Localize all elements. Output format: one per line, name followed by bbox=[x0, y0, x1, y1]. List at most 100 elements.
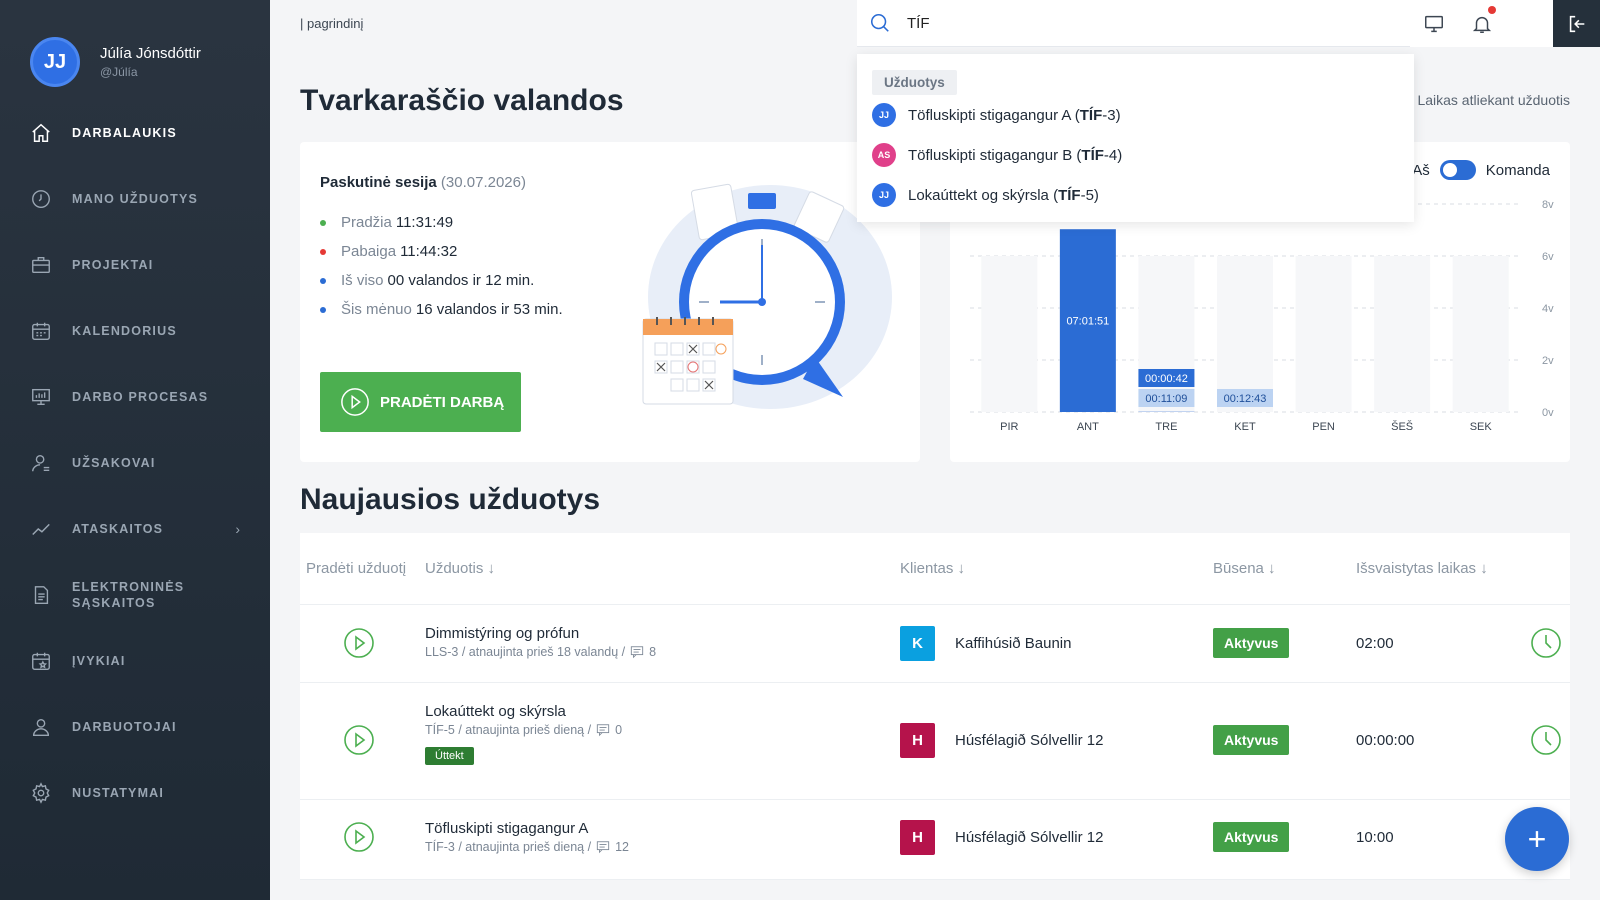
sidebar-item-darbalaukis[interactable]: DARBALAUKIS bbox=[0, 100, 270, 166]
sidebar-item-uzsakovai[interactable]: UŽSAKOVAI bbox=[0, 430, 270, 496]
clock-icon[interactable] bbox=[1530, 627, 1562, 659]
recent-tasks-table: Pradėti užduotį Užduotis ↓ Klientas ↓ Bū… bbox=[300, 533, 1570, 880]
search-result-item[interactable]: AS Töfluskipti stigagangur B (TÍF -4) bbox=[857, 135, 1414, 175]
search-bar bbox=[857, 0, 1410, 47]
session-row-label: Šis mėnuo bbox=[341, 301, 412, 318]
add-button[interactable]: + bbox=[1505, 807, 1569, 871]
sidebar-nav: DARBALAUKIS MANO UŽDUOTYS PROJEKTAI KALE… bbox=[0, 100, 270, 826]
avatar: JJ bbox=[872, 103, 896, 127]
client-badge: H bbox=[900, 820, 935, 855]
notifications-button[interactable] bbox=[1458, 0, 1506, 47]
time-spent: 00:00:00 bbox=[1356, 732, 1415, 749]
search-input[interactable] bbox=[907, 14, 1307, 32]
search-result-item[interactable]: JJ Lokaúttekt og skýrsla (TÍF -5) bbox=[857, 175, 1414, 215]
session-row: Iš viso 00 valandos ir 12 min. bbox=[320, 266, 563, 295]
data-label-box bbox=[1138, 369, 1195, 387]
stopwatch-illustration bbox=[642, 183, 892, 409]
x-tick-label: SEK bbox=[1470, 421, 1493, 433]
search-results-dropdown: Užduotys JJ Töfluskipti stigagangur A (T… bbox=[857, 54, 1414, 222]
sidebar-item-kalendorius[interactable]: KALENDORIUS bbox=[0, 298, 270, 364]
sidebar-item-label: ATASKAITOS bbox=[72, 522, 164, 536]
session-title: Paskutinė sesija (30.07.2026) bbox=[320, 174, 526, 191]
client-name[interactable]: Kaffihúsið Baunin bbox=[955, 635, 1072, 652]
sidebar-item-projektai[interactable]: PROJEKTAI bbox=[0, 232, 270, 298]
play-circle-icon[interactable] bbox=[343, 627, 375, 659]
page-title: Tvarkaraščio valandos bbox=[300, 84, 624, 117]
task-info: Töfluskipti stigagangur A TÍF-3 / atnauj… bbox=[425, 820, 629, 854]
session-row: Pradžia 11:31:49 bbox=[320, 208, 563, 237]
session-row-value: 16 valandos ir 53 min. bbox=[415, 301, 563, 318]
topbar-actions bbox=[1410, 0, 1600, 47]
sidebar-item-darbo-procesas[interactable]: DARBO PROCESAS bbox=[0, 364, 270, 430]
column-header-task[interactable]: Užduotis ↓ bbox=[425, 560, 496, 577]
event-icon bbox=[32, 652, 50, 670]
logout-icon bbox=[1569, 15, 1584, 32]
chevron-right-icon: › bbox=[235, 521, 240, 537]
session-row: Pabaiga 11:44:32 bbox=[320, 237, 563, 266]
start-work-label: PRADĖTI DARBĄ bbox=[380, 393, 505, 411]
sidebar-item-mano-uzduotys[interactable]: MANO UŽDUOTYS bbox=[0, 166, 270, 232]
task-meta: TÍF-3 / atnaujinta prieš dieną / 12 bbox=[425, 840, 629, 854]
result-prefix: Töfluskipti stigagangur A ( bbox=[908, 106, 1080, 124]
scope-toggle[interactable] bbox=[1439, 160, 1476, 180]
clock-icon[interactable] bbox=[1530, 724, 1562, 756]
bar-background bbox=[1295, 256, 1352, 412]
session-row-value: 11:31:49 bbox=[395, 214, 454, 231]
comment-count: 0 bbox=[615, 723, 623, 737]
breadcrumb[interactable]: | pagrindinį bbox=[300, 16, 364, 31]
monitor-button[interactable] bbox=[1410, 0, 1458, 47]
table-row: Dimmistýring og prófun LLS-3 / atnaujint… bbox=[300, 605, 1570, 683]
home-icon bbox=[32, 123, 50, 142]
sidebar-item-darbuotojai[interactable]: DARBUOTOJAI bbox=[0, 694, 270, 760]
sidebar-item-ivykiai[interactable]: ĮVYKIAI bbox=[0, 628, 270, 694]
sidebar-item-ataskaitos[interactable]: ATASKAITOS › bbox=[0, 496, 270, 562]
time-spent: 10:00 bbox=[1356, 829, 1394, 846]
task-name[interactable]: Töfluskipti stigagangur A bbox=[425, 820, 589, 837]
user-profile[interactable]: JJ Júlía Jónsdóttir @Júlía bbox=[0, 0, 270, 100]
session-row-value: 11:44:32 bbox=[400, 243, 458, 260]
search-icon[interactable] bbox=[869, 12, 891, 34]
sidebar-item-label: DARBALAUKIS bbox=[72, 126, 177, 140]
column-header-client[interactable]: Klientas ↓ bbox=[900, 560, 966, 577]
comment-count: 8 bbox=[649, 645, 657, 659]
task-name[interactable]: Lokaúttekt og skýrsla bbox=[425, 703, 566, 720]
task-name[interactable]: Dimmistýring og prófun bbox=[425, 625, 580, 642]
status-badge: Aktyvus bbox=[1213, 628, 1290, 658]
sidebar: JJ Júlía Jónsdóttir @Júlía DARBALAUKIS M… bbox=[0, 0, 270, 900]
sidebar-item-nustatymai[interactable]: NUSTATYMAI bbox=[0, 760, 270, 826]
start-work-button[interactable]: PRADĖTI DARBĄ bbox=[320, 372, 521, 432]
logout-button[interactable] bbox=[1553, 0, 1600, 47]
column-header-time[interactable]: Išsvaistytas laikas ↓ bbox=[1356, 560, 1488, 577]
notification-dot bbox=[1488, 6, 1496, 14]
status-dot bbox=[320, 248, 326, 255]
search-result-item[interactable]: JJ Töfluskipti stigagangur A (TÍF -3) bbox=[857, 95, 1414, 135]
result-suffix: -5) bbox=[1080, 186, 1099, 204]
y-tick-label: 8v bbox=[1542, 199, 1554, 211]
session-row-label: Pradžia bbox=[341, 214, 392, 231]
bar bbox=[1059, 229, 1116, 412]
user-handle: @Júlía bbox=[100, 65, 138, 79]
user-name: Júlía Jónsdóttir bbox=[100, 45, 201, 62]
comment-icon bbox=[596, 841, 610, 854]
avatar[interactable]: JJ bbox=[30, 37, 80, 87]
client-name[interactable]: Húsfélagið Sólvellir 12 bbox=[955, 829, 1104, 846]
bar-background bbox=[1138, 256, 1195, 412]
x-tick-label: PIR bbox=[1000, 421, 1018, 433]
play-circle-icon[interactable] bbox=[343, 821, 375, 853]
scope-toggle-group: Aš Komanda bbox=[1412, 160, 1550, 180]
comment-icon bbox=[631, 646, 644, 659]
users-icon bbox=[32, 718, 50, 736]
table-row: Lokaúttekt og skýrsla TÍF-5 / atnaujinta… bbox=[300, 683, 1570, 800]
sidebar-item-saskaitos[interactable]: ELEKTRONINĖS SĄSKAITOS bbox=[0, 562, 270, 628]
invoice-icon bbox=[34, 586, 49, 604]
sidebar-item-label: UŽSAKOVAI bbox=[72, 456, 156, 470]
data-label: 00:12:43 bbox=[1224, 393, 1267, 405]
task-meta-text: LLS-3 / atnaujinta prieš 18 valandų / bbox=[425, 645, 626, 659]
client-icon bbox=[32, 454, 50, 472]
play-circle-icon[interactable] bbox=[343, 724, 375, 756]
client-name[interactable]: Húsfélagið Sólvellir 12 bbox=[955, 732, 1104, 749]
gear-icon bbox=[32, 782, 50, 804]
chart-section-hint: Laikas atliekant užduotis bbox=[1417, 92, 1570, 108]
column-header-status[interactable]: Būsena ↓ bbox=[1213, 560, 1276, 577]
chart-line-icon bbox=[32, 523, 50, 536]
